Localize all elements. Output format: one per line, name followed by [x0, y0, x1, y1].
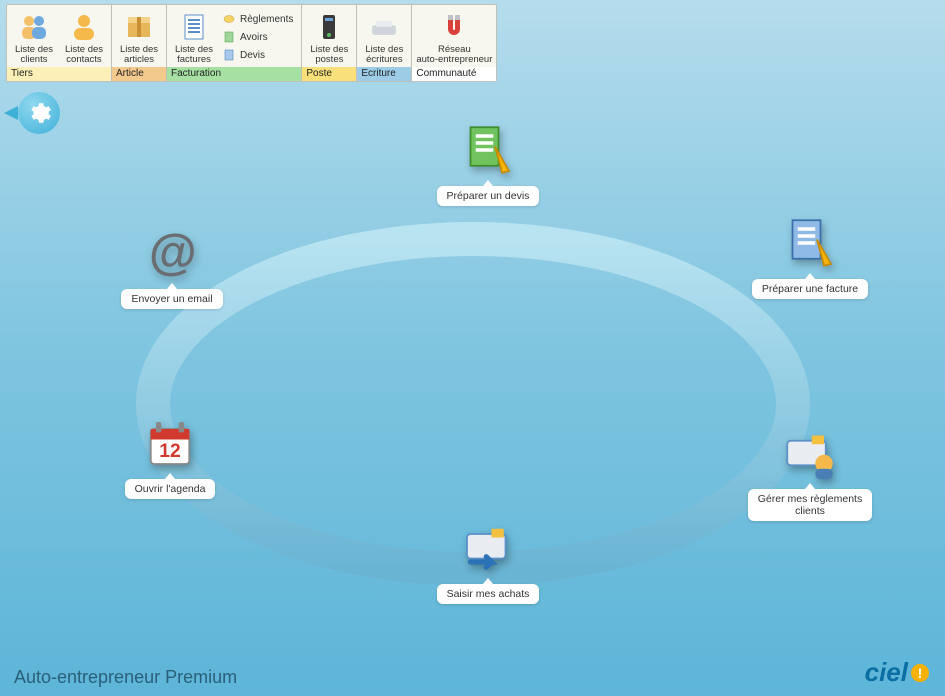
- calendar-icon: 12: [142, 415, 198, 471]
- preparer-devis-node[interactable]: Préparer un devis: [418, 122, 558, 206]
- ribbon-group-label: Facturation: [167, 67, 301, 81]
- ribbon-toolbar: Liste desclientsListe descontactsTiersLi…: [6, 4, 497, 82]
- liste-articles-button[interactable]: Liste desarticles: [114, 7, 164, 67]
- workflow-node-label: Préparer un devis: [437, 186, 540, 206]
- saisir-achats-node[interactable]: Saisir mes achats: [418, 520, 558, 604]
- liste-clients-button[interactable]: Liste desclients: [9, 7, 59, 67]
- gear-icon: [26, 100, 52, 126]
- box-icon: [123, 11, 155, 43]
- scanner-icon: [368, 11, 400, 43]
- workflow-node-label: Envoyer un email: [121, 289, 222, 309]
- workflow-node-label: Gérer mes règlementsclients: [748, 489, 872, 521]
- ribbon-group-label: Poste: [302, 67, 356, 81]
- ribbon-button-label: Liste desécritures: [365, 45, 403, 65]
- server-icon: [313, 11, 345, 43]
- brand-logo: ciel !: [865, 657, 929, 688]
- workflow-node-label: Ouvrir l'agenda: [125, 479, 216, 499]
- envoyer-email-node[interactable]: @ Envoyer un email: [102, 225, 242, 309]
- svg-text:12: 12: [159, 441, 180, 462]
- magnet-icon: [438, 11, 470, 43]
- svg-text:@: @: [148, 226, 196, 280]
- settings-gear-badge[interactable]: [18, 92, 60, 134]
- brand-logo-text: ciel: [865, 657, 908, 688]
- liste-postes-button[interactable]: Liste despostes: [304, 7, 354, 67]
- greendoc-icon: [460, 122, 516, 178]
- workflow-node-label: Saisir mes achats: [437, 584, 540, 604]
- people-icon: [18, 11, 50, 43]
- ribbon-group: Liste desclients Liste descontacts Tiers: [7, 5, 112, 81]
- contact-icon: [68, 11, 100, 43]
- ribbon-button-label: Liste desarticles: [120, 45, 158, 65]
- ouvrir-agenda-node[interactable]: 12 Ouvrir l'agenda: [100, 415, 240, 499]
- gerer-reglements-node[interactable]: Gérer mes règlementsclients: [740, 425, 880, 521]
- ribbon-group-label: Article: [112, 67, 166, 81]
- liste-factures-button[interactable]: Liste desfactures: [169, 7, 219, 67]
- ribbon-group-label: Ecriture: [357, 67, 411, 81]
- bluedoc-icon: [782, 215, 838, 271]
- ribbon-button-label: Liste despostes: [310, 45, 348, 65]
- ribbon-button-label: Liste descontacts: [65, 45, 103, 65]
- reglements-button[interactable]: Règlements: [219, 10, 299, 28]
- ribbon-mini-label: Règlements: [240, 14, 293, 25]
- ribbon-group: Liste desécritures Ecriture: [357, 5, 412, 81]
- ribbon-mini-column: Règlements Avoirs Devis: [219, 7, 299, 64]
- avoirs-button[interactable]: Avoirs: [219, 28, 299, 46]
- docblue-icon: [221, 47, 237, 63]
- ribbon-group-label: Tiers: [7, 67, 111, 81]
- ribbon-group: Liste desarticles Article: [112, 5, 167, 81]
- ribbon-mini-label: Avoirs: [240, 32, 268, 43]
- ribbon-button-label: Liste desclients: [15, 45, 53, 65]
- cardpeople-icon: [782, 425, 838, 481]
- ribbon-button-label: Liste desfactures: [175, 45, 213, 65]
- ribbon-group: Liste desfactures Règlements Avoirs Devis Fa…: [167, 5, 302, 81]
- liste-contacts-button[interactable]: Liste descontacts: [59, 7, 109, 67]
- ribbon-button-label: Réseauauto-entrepreneur: [416, 45, 492, 65]
- ribbon-group: Liste despostes Poste: [302, 5, 357, 81]
- liste-ecritures-button[interactable]: Liste desécritures: [359, 7, 409, 67]
- docgreen-icon: [221, 29, 237, 45]
- footer-title: Auto-entrepreneur Premium: [14, 667, 237, 688]
- devis-button[interactable]: Devis: [219, 46, 299, 64]
- reseau-auto-entrepreneur-button[interactable]: Réseauauto-entrepreneur: [414, 7, 494, 67]
- atsign-icon: @: [144, 225, 200, 281]
- doclines-icon: [178, 11, 210, 43]
- ribbon-group-label: Communauté: [412, 67, 496, 81]
- preparer-facture-node[interactable]: Préparer une facture: [740, 215, 880, 299]
- ribbon-group: Réseauauto-entrepreneur Communauté: [412, 5, 496, 81]
- cardarrow-icon: [460, 520, 516, 576]
- brand-logo-bang-icon: !: [911, 664, 929, 682]
- workflow-node-label: Préparer une facture: [752, 279, 868, 299]
- ribbon-mini-label: Devis: [240, 50, 265, 61]
- coin-icon: [221, 11, 237, 27]
